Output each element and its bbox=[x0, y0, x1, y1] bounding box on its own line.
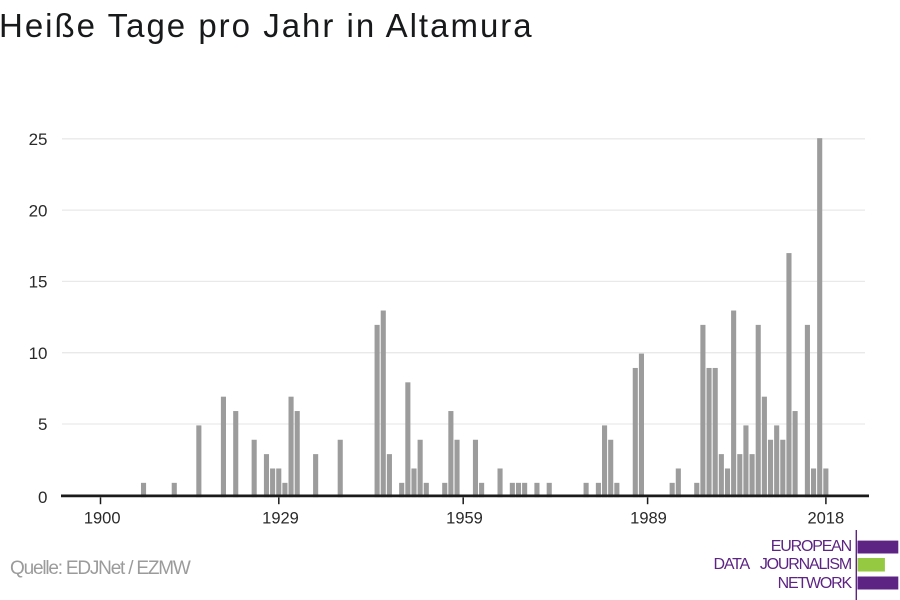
svg-text:5: 5 bbox=[38, 415, 47, 434]
svg-text:1959: 1959 bbox=[446, 509, 483, 527]
svg-text:25: 25 bbox=[29, 130, 48, 149]
svg-text:2018: 2018 bbox=[807, 509, 844, 527]
svg-text:15: 15 bbox=[29, 273, 48, 292]
svg-text:20: 20 bbox=[29, 201, 48, 220]
svg-text:1900: 1900 bbox=[84, 509, 121, 527]
svg-text:1929: 1929 bbox=[262, 509, 299, 527]
svg-text:10: 10 bbox=[29, 344, 48, 363]
svg-text:0: 0 bbox=[38, 488, 47, 507]
svg-text:1989: 1989 bbox=[630, 509, 667, 527]
